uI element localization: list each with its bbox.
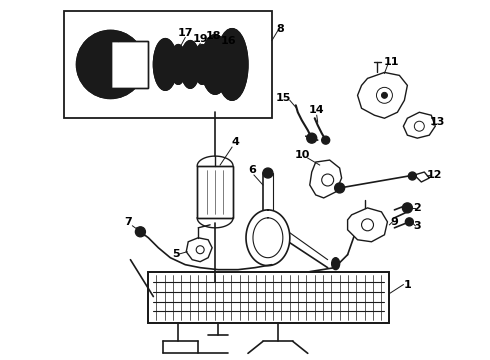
Circle shape bbox=[322, 136, 330, 144]
Ellipse shape bbox=[216, 28, 248, 100]
Text: 9: 9 bbox=[391, 217, 398, 227]
Ellipse shape bbox=[201, 35, 229, 94]
Text: 17: 17 bbox=[177, 28, 193, 37]
Circle shape bbox=[76, 31, 145, 98]
Text: 11: 11 bbox=[384, 58, 399, 67]
Bar bbox=[111, 41, 148, 88]
Ellipse shape bbox=[171, 45, 186, 84]
Ellipse shape bbox=[194, 45, 210, 84]
Polygon shape bbox=[358, 72, 407, 118]
Circle shape bbox=[402, 203, 413, 213]
Polygon shape bbox=[415, 172, 429, 182]
Text: 6: 6 bbox=[248, 165, 256, 175]
Text: 18: 18 bbox=[205, 31, 221, 41]
Text: 8: 8 bbox=[276, 24, 284, 33]
Text: 16: 16 bbox=[220, 36, 236, 46]
Circle shape bbox=[335, 183, 344, 193]
Text: 19: 19 bbox=[193, 33, 208, 44]
Circle shape bbox=[228, 60, 236, 68]
Text: 13: 13 bbox=[430, 117, 445, 127]
Ellipse shape bbox=[180, 41, 200, 88]
Circle shape bbox=[405, 218, 414, 226]
Circle shape bbox=[135, 227, 146, 237]
Text: 1: 1 bbox=[403, 280, 411, 289]
Bar bbox=[64, 11, 272, 118]
Polygon shape bbox=[403, 112, 435, 138]
Text: 12: 12 bbox=[426, 170, 442, 180]
Circle shape bbox=[382, 92, 388, 98]
Text: 7: 7 bbox=[124, 217, 132, 227]
Text: 5: 5 bbox=[172, 249, 180, 259]
Bar bbox=[148, 272, 390, 323]
Text: 3: 3 bbox=[414, 221, 421, 231]
Ellipse shape bbox=[332, 258, 340, 270]
Text: 2: 2 bbox=[414, 203, 421, 213]
Circle shape bbox=[263, 168, 273, 178]
Bar bbox=[148, 272, 390, 323]
Polygon shape bbox=[347, 208, 388, 242]
Circle shape bbox=[408, 172, 416, 180]
Bar bbox=[197, 166, 233, 218]
Ellipse shape bbox=[153, 39, 177, 90]
Text: 4: 4 bbox=[231, 137, 239, 147]
Bar bbox=[111, 41, 148, 88]
Circle shape bbox=[307, 133, 317, 143]
Text: 15: 15 bbox=[276, 93, 292, 103]
Bar bbox=[197, 166, 233, 218]
Text: 14: 14 bbox=[309, 105, 324, 115]
Polygon shape bbox=[186, 238, 212, 262]
Text: 10: 10 bbox=[295, 150, 311, 160]
Polygon shape bbox=[310, 160, 342, 198]
